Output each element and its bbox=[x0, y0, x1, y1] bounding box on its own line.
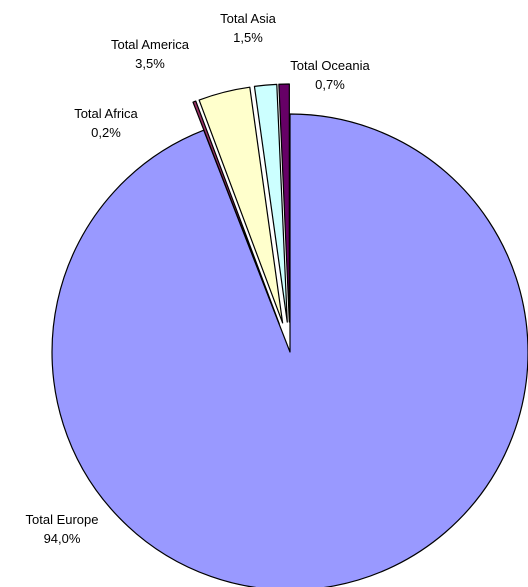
data-label-name: Total Africa bbox=[74, 106, 138, 121]
data-label-name: Total Asia bbox=[220, 11, 276, 26]
data-label-total-oceania: Total Oceania 0,7% bbox=[290, 58, 370, 92]
data-label-total-africa: Total Africa 0,2% bbox=[74, 106, 138, 140]
data-label-value: 0,2% bbox=[91, 125, 121, 140]
pie-slice-total-oceania bbox=[278, 83, 290, 323]
pie-slice-total-america bbox=[198, 86, 284, 324]
data-label-value: 1,5% bbox=[233, 30, 263, 45]
data-label-name: Total America bbox=[111, 37, 190, 52]
data-label-total-america: Total America 3,5% bbox=[111, 37, 190, 71]
pie-slice-total-europe bbox=[51, 113, 528, 587]
data-label-value: 3,5% bbox=[135, 56, 165, 71]
data-label-value: 94,0% bbox=[44, 531, 81, 546]
data-label-name: Total Europe bbox=[26, 512, 99, 527]
data-label-total-asia: Total Asia 1,5% bbox=[220, 11, 276, 45]
data-label-value: 0,7% bbox=[315, 77, 345, 92]
data-label-total-europe: Total Europe 94,0% bbox=[26, 512, 99, 546]
pie-slices bbox=[51, 83, 528, 587]
data-label-name: Total Oceania bbox=[290, 58, 370, 73]
pie-slice-total-asia bbox=[253, 83, 288, 323]
pie-slice-total-africa bbox=[192, 100, 280, 325]
